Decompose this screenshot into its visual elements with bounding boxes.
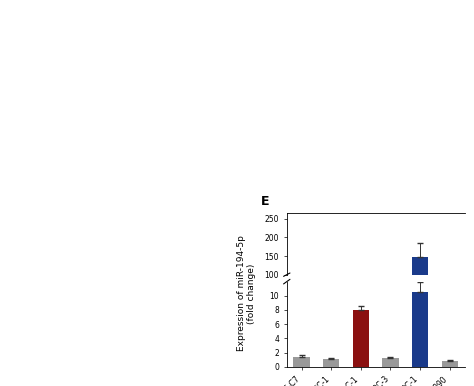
Bar xyxy=(293,357,310,367)
Text: E: E xyxy=(261,195,269,208)
Bar xyxy=(383,358,399,367)
Bar xyxy=(412,292,428,367)
Bar xyxy=(412,257,428,312)
Bar xyxy=(353,310,369,367)
Bar xyxy=(323,359,339,367)
Bar xyxy=(442,361,458,367)
Text: Expression of miR-194-5p
(fold change): Expression of miR-194-5p (fold change) xyxy=(237,235,256,351)
